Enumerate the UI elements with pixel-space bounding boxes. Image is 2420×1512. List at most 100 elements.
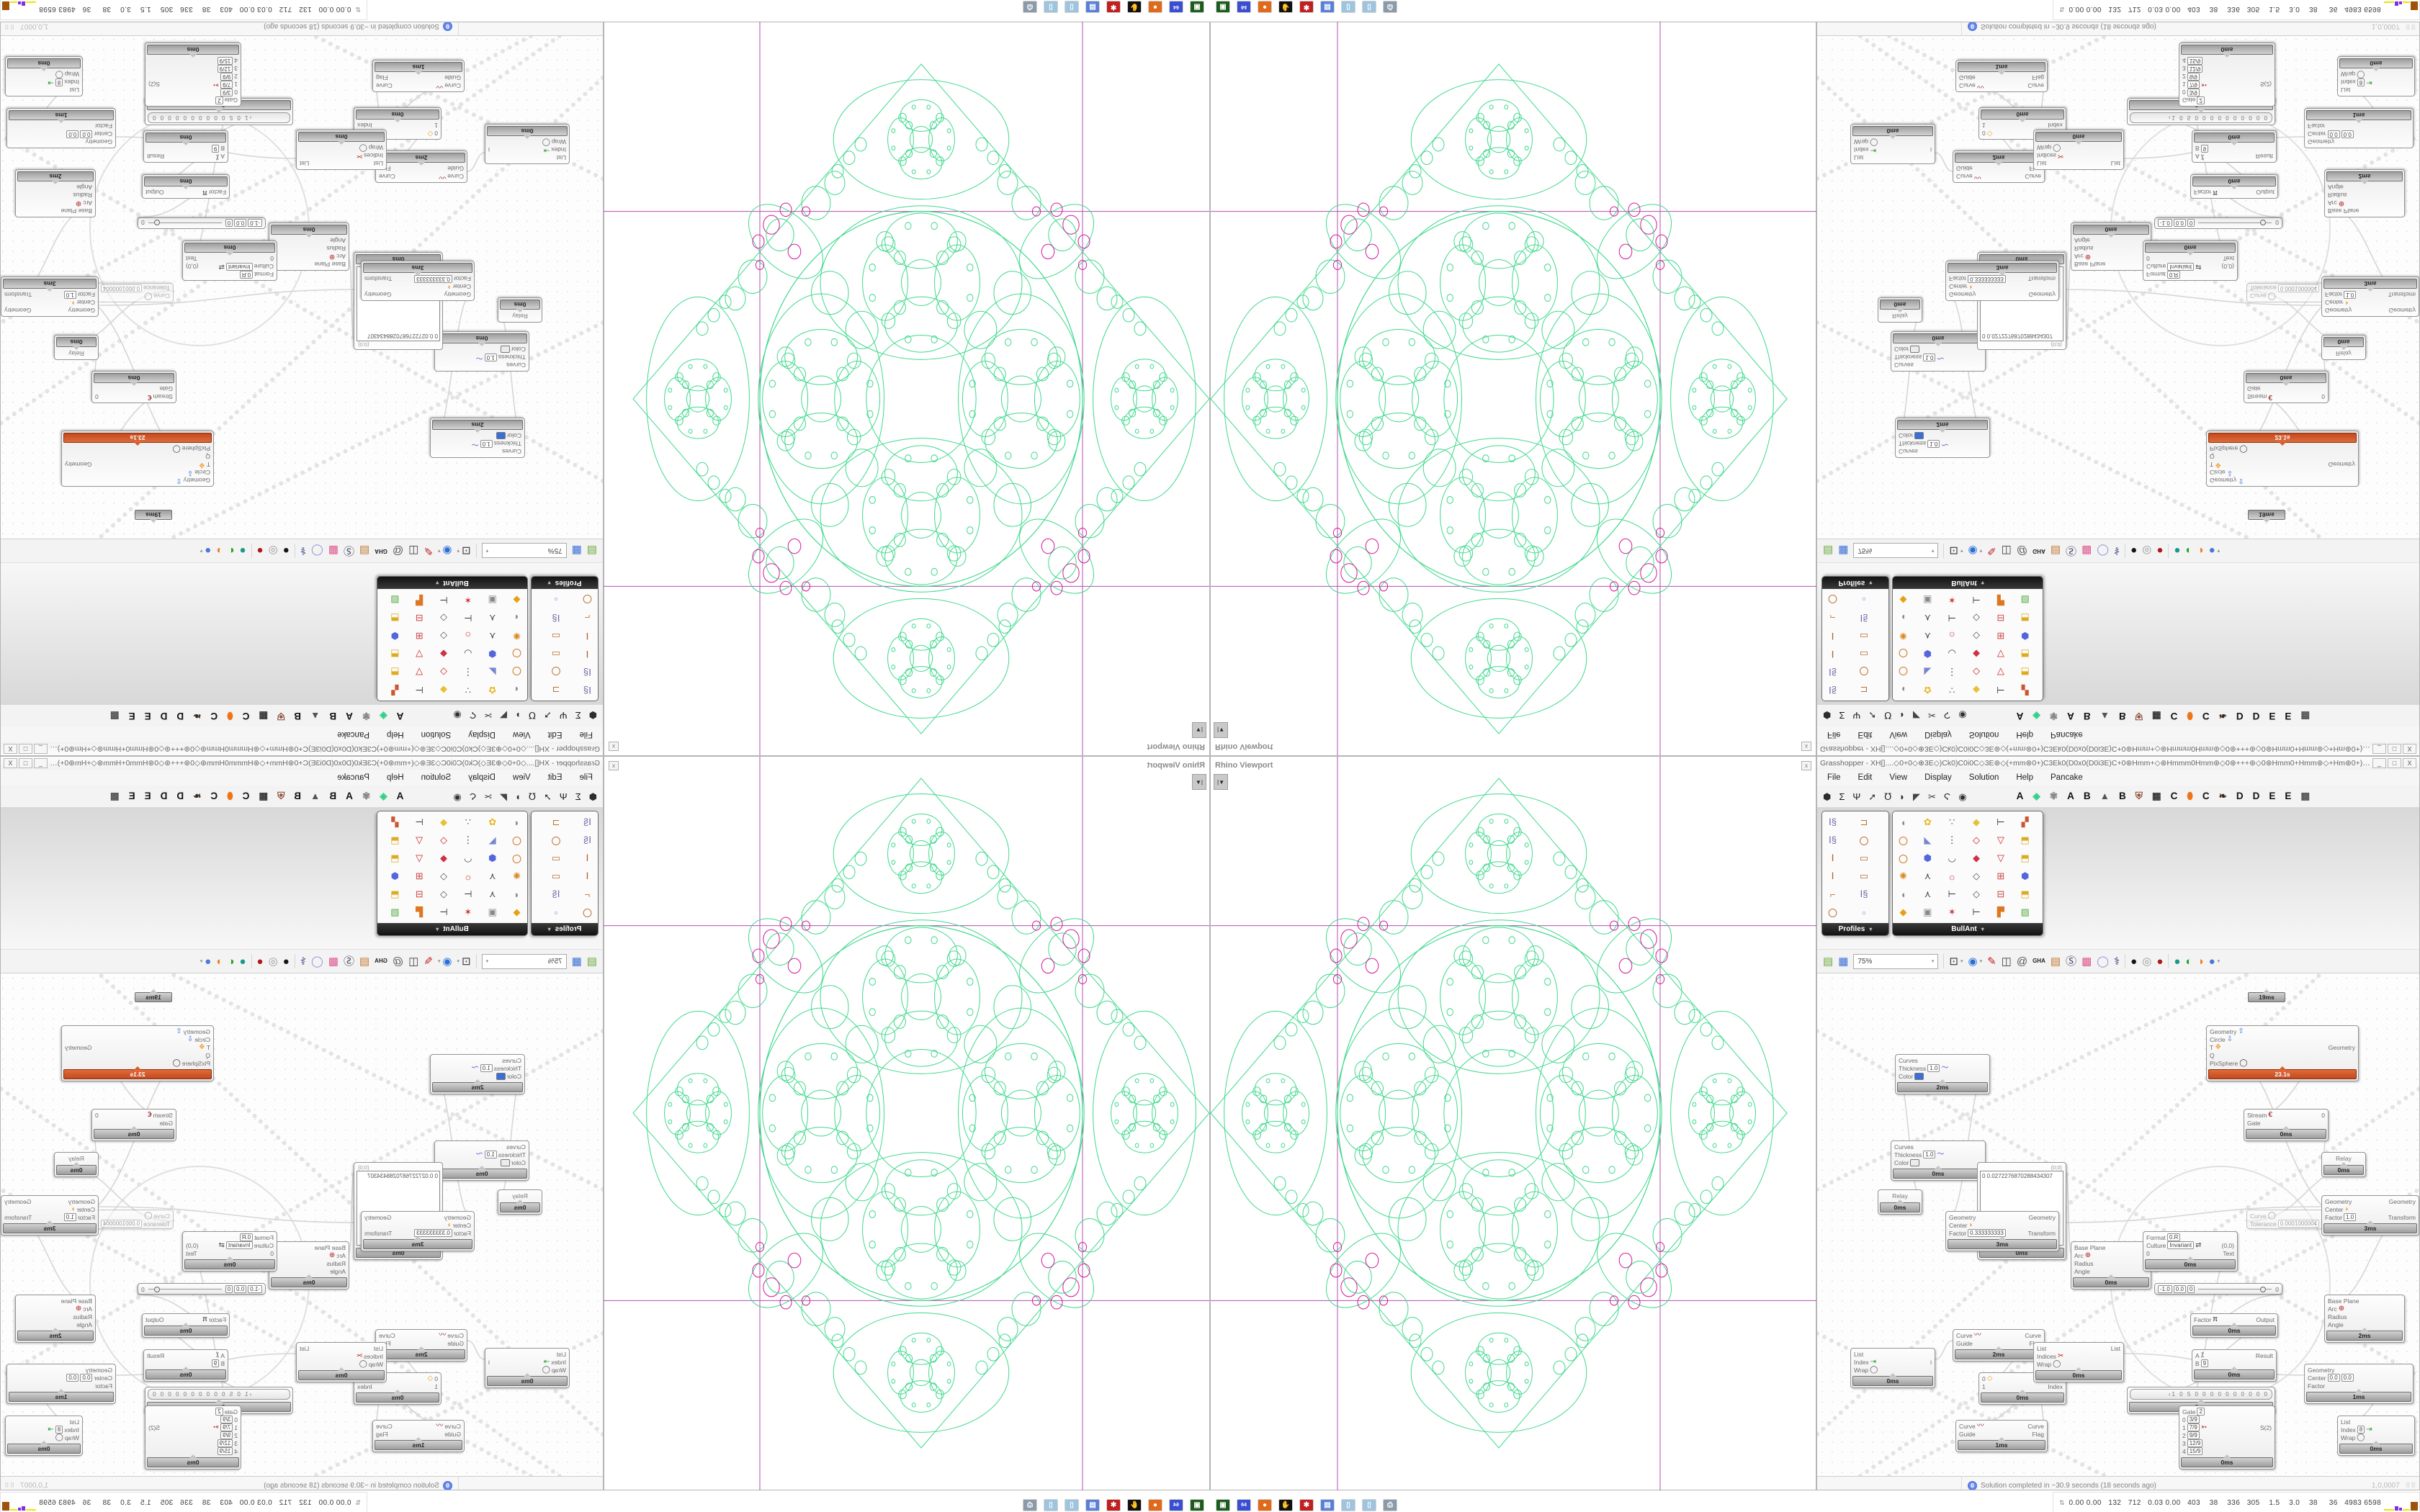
calculator-icon[interactable]: ▤ (1320, 1, 1335, 13)
sketch-pen-icon[interactable]: ✎ (1987, 955, 1996, 968)
palette-component-icon[interactable]: ▽ (416, 834, 424, 845)
gh-component[interactable]: Stream €0 Gate 0ms (2244, 371, 2329, 403)
app-terminal-icon[interactable]: ▣ (1216, 1499, 1230, 1511)
grasshopper-titlebar[interactable]: Grasshopper - XH[]....◇0+0◇⊕3E◇)Ck0)C0i0… (1817, 742, 2419, 755)
plugin-tab[interactable]: ✾ (2049, 710, 2058, 721)
gh-component[interactable]: Geometry Geometry Center ◗ Factor 1.0 Transfor… (1, 276, 99, 317)
menu-edit[interactable]: Edit (547, 730, 563, 739)
palette-component-icon[interactable]: Ⅰ§ (583, 834, 592, 845)
category-tab-icon[interactable]: Ψ (559, 791, 568, 802)
gh-component[interactable]: Gate 2 0 3/9 1 7/9 ➳ S(2) 2 9/9 3 12/9 4 15/9 0ms (2179, 1405, 2275, 1470)
preview-eye-icon[interactable]: ◉ (1968, 544, 1978, 557)
category-tab-icon[interactable]: ◉ (453, 791, 462, 802)
palette-component-icon[interactable]: ⊐ (552, 816, 560, 827)
palette-component-icon[interactable]: ▽ (1996, 667, 2004, 678)
palette-component-icon[interactable]: ◣ (1924, 667, 1932, 678)
palette-component-icon[interactable]: ◇ (440, 667, 448, 678)
plugin-tab[interactable]: D (2236, 710, 2244, 721)
plugin-tab[interactable]: D (160, 710, 168, 721)
notes-icon[interactable]: ▤ (359, 955, 370, 968)
palette-component-icon[interactable]: ⊟ (1996, 613, 2005, 624)
gh-component[interactable]: Format 0.R Culture Invariant ⇄ (0,0) 0 Text 0ms (2143, 240, 2238, 281)
category-tab-icon[interactable]: ◗ (515, 791, 521, 802)
palette-component-icon[interactable]: ⊢ (415, 816, 424, 827)
gh-component[interactable]: A ⁒ Result B 9 0ms (143, 1349, 228, 1382)
category-tab-icon[interactable]: ◤ (500, 710, 508, 721)
gift-icon[interactable]: ▩ (2081, 955, 2092, 968)
gh-component[interactable]: Factor π Output 0ms (142, 1313, 230, 1338)
palette-component-icon[interactable]: ⊢ (1972, 595, 1981, 606)
palette-component-icon[interactable]: ⊞ (1996, 870, 2005, 881)
palette-component-icon[interactable]: ◆ (1972, 852, 1980, 863)
palette-component-icon[interactable]: ▣ (488, 595, 497, 606)
palette-component-icon[interactable]: ⬒ (2020, 667, 2030, 678)
gimp-icon[interactable]: ✋ (1127, 1499, 1142, 1511)
gh-component[interactable]: Relay 0ms (498, 297, 542, 323)
menu-help[interactable]: Help (386, 730, 404, 739)
open-file-icon[interactable]: ▤ (586, 544, 597, 557)
palette-component-icon[interactable]: ☼ (1948, 630, 1957, 642)
plugin-tab[interactable]: E (128, 791, 135, 802)
gh-component[interactable]: Geometry Center 0.0 0.0 Factor 1ms (6, 1364, 116, 1404)
notes2-icon[interactable]: ▯ (1362, 1499, 1376, 1511)
palette-component-icon[interactable]: Ⅰ§ (583, 685, 592, 696)
resize-grip[interactable]: ⠿⠿ (2405, 1481, 2416, 1489)
notes-icon[interactable]: ▤ (2050, 544, 2061, 557)
notes-icon[interactable]: ▤ (2050, 955, 2061, 968)
app-64-icon[interactable]: 64 (1237, 1, 1251, 13)
grasshopper-titlebar[interactable]: Grasshopper - XH[]....◇0+0◇⊕3E◇)Ck0)C0i0… (1, 742, 603, 755)
palette-component-icon[interactable]: 〇 (551, 665, 561, 677)
palette-component-icon[interactable]: ◆ (440, 649, 448, 660)
category-tab-icon[interactable]: ✂ (484, 791, 493, 802)
gh-component[interactable]: Base Plane Arc ⊕ Radius Angle 2ms (2324, 169, 2405, 217)
category-tab-icon[interactable]: ➚ (543, 710, 552, 721)
palette-component-icon[interactable]: ◆ (440, 685, 448, 696)
window-button[interactable]: _ (2372, 744, 2386, 754)
palette-label[interactable]: Profiles ▾ (1822, 923, 1888, 935)
category-tab-icon[interactable]: ✂ (1927, 710, 1936, 721)
palette-label[interactable]: BullAnt ▾ (377, 577, 527, 589)
palette-component-icon[interactable]: ⬢ (2020, 631, 2030, 642)
palette-component-icon[interactable]: ▛ (1996, 595, 2004, 606)
krita-icon[interactable]: ✱ (1299, 1, 1314, 13)
category-tab-icon[interactable]: Σ (575, 710, 581, 721)
plugin-tab[interactable]: ▦ (259, 791, 269, 802)
palette-component-icon[interactable]: ⬢ (2020, 870, 2030, 881)
menu-solution[interactable]: Solution (1968, 730, 1999, 739)
palette-component-icon[interactable]: ▛ (1996, 906, 2004, 917)
sketch-pen-icon[interactable]: ✎ (1987, 544, 1996, 557)
palette-component-icon[interactable]: ▞ (391, 685, 399, 696)
palette-component-icon[interactable]: 〇 (512, 835, 522, 847)
gh-component[interactable]: 0◇Result1Index0ms (1978, 1372, 2066, 1405)
plugin-tab[interactable]: A (2016, 791, 2024, 802)
plugin-tab[interactable]: C (210, 791, 218, 802)
palette-component-icon[interactable]: ⌐ (584, 888, 591, 900)
gh-component[interactable]: -1.0 0.0 0 0 (138, 1283, 266, 1295)
plugin-tab[interactable]: A (2016, 710, 2024, 721)
plugin-tab[interactable]: ✾ (362, 710, 371, 721)
palette-component-icon[interactable]: ▞ (2021, 685, 2029, 696)
gha-icon[interactable]: GHA (2033, 548, 2045, 554)
palette-component-icon[interactable]: ✺ (1899, 870, 1907, 881)
palette-label[interactable]: BullAnt ▾ (1893, 923, 2043, 935)
palette-component-icon[interactable]: ⬢ (488, 852, 497, 863)
palette-component-icon[interactable]: ◖ (514, 612, 520, 624)
plugin-tab[interactable]: ⬮ (2187, 791, 2193, 802)
palette-component-icon[interactable]: ▨ (390, 906, 400, 917)
palette-label[interactable]: BullAnt ▾ (377, 923, 527, 935)
remote-icon[interactable]: @ (2016, 955, 2028, 968)
gh-component[interactable]: Base Plane Arc ⊕ Radius Angle 0ms (2071, 1241, 2151, 1290)
color-swatch[interactable] (500, 1158, 510, 1166)
save-file-icon[interactable]: ▦ (1838, 544, 1849, 557)
menu-view[interactable]: View (1889, 730, 1908, 739)
window-button[interactable]: □ (19, 758, 32, 768)
palette-component-icon[interactable]: ⊢ (1996, 816, 2005, 827)
palette-component-icon[interactable]: 〇 (512, 647, 522, 659)
preview-eye-icon[interactable]: ◉ (1968, 955, 1978, 968)
palette-component-icon[interactable]: ⬒ (2020, 888, 2030, 899)
menu-view[interactable]: View (1889, 773, 1908, 782)
gh-component[interactable]: A ⁒ Result B 9 0ms (2192, 130, 2277, 163)
balloons-icon[interactable]: ◯ (310, 544, 323, 557)
gh-component[interactable]: Curve 〰 Curve Guide Flag 1ms (1955, 60, 2048, 92)
palette-component-icon[interactable]: Ⅰ (586, 870, 589, 881)
